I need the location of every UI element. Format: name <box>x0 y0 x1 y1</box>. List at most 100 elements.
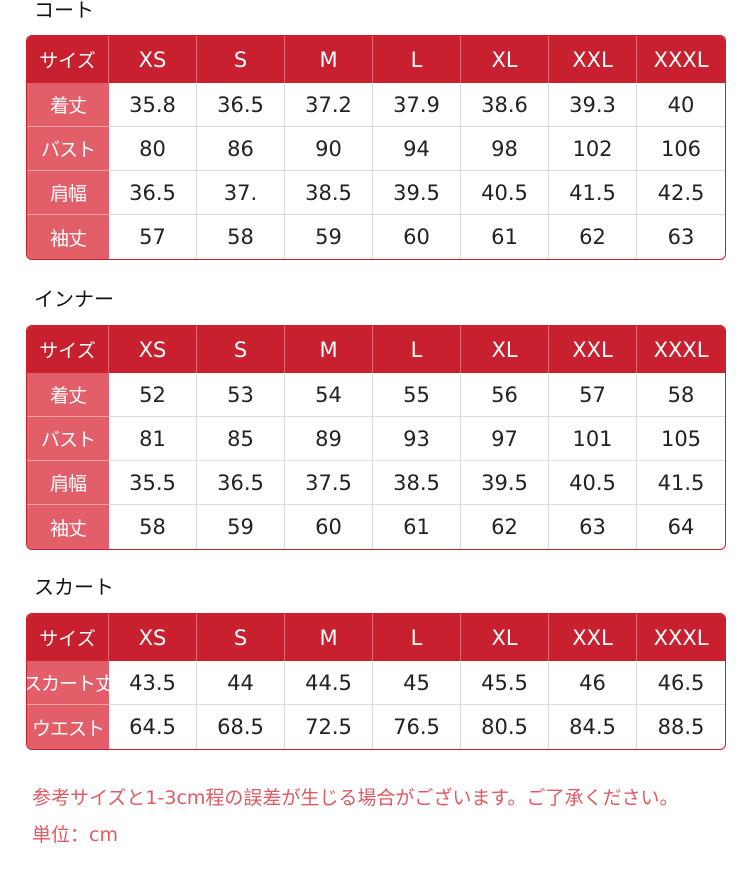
value-cell: 64.5 <box>109 705 197 749</box>
header-cell: S <box>197 326 285 373</box>
value-cell: 37.2 <box>285 83 373 127</box>
value-cell: 40.5 <box>461 171 549 215</box>
value-cell: 59 <box>197 505 285 549</box>
value-cell: 60 <box>285 505 373 549</box>
section-title: インナー <box>34 287 114 311</box>
size-table: サイズ XS S M L XL XXL XXXL スカート丈 43.5 44 44.5 45 45.5 46… <box>26 613 726 750</box>
header-cell: XS <box>109 36 197 83</box>
value-cell: 81 <box>109 417 197 461</box>
value-cell: 40 <box>637 83 725 127</box>
row-header: 袖丈 <box>27 215 109 259</box>
header-cell: M <box>285 326 373 373</box>
row-header: 肩幅 <box>27 461 109 505</box>
value-cell: 62 <box>461 505 549 549</box>
value-cell: 55 <box>373 373 461 417</box>
header-cell: サイズ <box>27 36 109 83</box>
value-cell: 59 <box>285 215 373 259</box>
header-cell: XXXL <box>637 36 725 83</box>
value-cell: 94 <box>373 127 461 171</box>
header-cell: L <box>373 326 461 373</box>
header-cell: XXXL <box>637 614 725 661</box>
header-cell: サイズ <box>27 326 109 373</box>
value-cell: 57 <box>109 215 197 259</box>
unit: 単位：cm <box>32 824 118 846</box>
value-cell: 42.5 <box>637 171 725 215</box>
header-cell: XXL <box>549 614 637 661</box>
value-cell: 45.5 <box>461 661 549 705</box>
value-cell: 58 <box>637 373 725 417</box>
header-cell: S <box>197 36 285 83</box>
value-cell: 105 <box>637 417 725 461</box>
value-cell: 39.5 <box>373 171 461 215</box>
value-cell: 86 <box>197 127 285 171</box>
header-cell: サイズ <box>27 614 109 661</box>
value-cell: 39.3 <box>549 83 637 127</box>
value-cell: 46 <box>549 661 637 705</box>
value-cell: 60 <box>373 215 461 259</box>
value-cell: 97 <box>461 417 549 461</box>
value-cell: 63 <box>549 505 637 549</box>
value-cell: 36.5 <box>109 171 197 215</box>
value-cell: 37.5 <box>285 461 373 505</box>
value-cell: 89 <box>285 417 373 461</box>
value-cell: 35.5 <box>109 461 197 505</box>
header-cell: XS <box>109 326 197 373</box>
row-header: 袖丈 <box>27 505 109 549</box>
value-cell: 76.5 <box>373 705 461 749</box>
value-cell: 36.5 <box>197 461 285 505</box>
value-cell: 57 <box>549 373 637 417</box>
value-cell: 90 <box>285 127 373 171</box>
header-cell: XL <box>461 36 549 83</box>
value-cell: 80.5 <box>461 705 549 749</box>
value-cell: 106 <box>637 127 725 171</box>
value-cell: 88.5 <box>657 715 705 739</box>
size-table: サイズ XS S M L XL XXL XXXL 着丈 35.8 36.5 37.2 37.9 38.6 3… <box>26 35 726 260</box>
value-cell: 68.5 <box>197 705 285 749</box>
value-cell: 38.5 <box>285 171 373 215</box>
value-cell: 84.5 <box>549 705 637 749</box>
header-cell: M <box>285 36 373 83</box>
value-cell: 85 <box>197 417 285 461</box>
value-cell: 37. <box>197 171 285 215</box>
value-cell: 38.5 <box>373 461 461 505</box>
value-cell: 41.5 <box>637 461 725 505</box>
header-cell: S <box>197 614 285 661</box>
value-cell: 102 <box>549 127 637 171</box>
value-cell: 41.5 <box>549 171 637 215</box>
value-cell: 58 <box>197 215 285 259</box>
section-title: スカート <box>34 575 114 599</box>
note: 参考サイズと1-3cm程の誤差が生じる場合がございます。ご了承ください。 <box>32 787 679 809</box>
value-cell: 98 <box>461 127 549 171</box>
header-cell: XXL <box>549 326 637 373</box>
value-cell: 61 <box>373 505 461 549</box>
value-cell: 63 <box>667 225 695 249</box>
row-header: バスト <box>27 127 109 171</box>
value-cell: 35.8 <box>109 83 197 127</box>
value-cell: 93 <box>373 417 461 461</box>
value-cell: 72.5 <box>285 705 373 749</box>
value-cell: 80 <box>109 127 197 171</box>
value-cell: 44.5 <box>285 661 373 705</box>
value-cell: 62 <box>549 215 637 259</box>
value-cell: 61 <box>461 215 549 259</box>
value-cell: 46.5 <box>637 661 725 705</box>
row-header: 着丈 <box>27 373 109 417</box>
row-header: 着丈 <box>27 83 109 127</box>
value-cell: 56 <box>461 373 549 417</box>
value-cell: 52 <box>109 373 197 417</box>
header-cell: L <box>373 614 461 661</box>
row-header: 肩幅 <box>27 171 109 215</box>
size-table: サイズ XS S M L XL XXL XXXL 着丈 52 53 54 55 56 57 58 バスト 81 85… <box>26 325 726 550</box>
header-cell: M <box>285 614 373 661</box>
header-cell: XS <box>109 614 197 661</box>
value-cell: 44 <box>197 661 285 705</box>
header-cell: L <box>373 36 461 83</box>
value-cell: 64 <box>667 515 695 539</box>
value-cell: 45 <box>373 661 461 705</box>
row-header: ウエスト <box>27 705 109 749</box>
header-cell: XL <box>461 326 549 373</box>
value-cell: 40.5 <box>549 461 637 505</box>
section-title: コート <box>34 0 94 22</box>
row-header: バスト <box>27 417 109 461</box>
